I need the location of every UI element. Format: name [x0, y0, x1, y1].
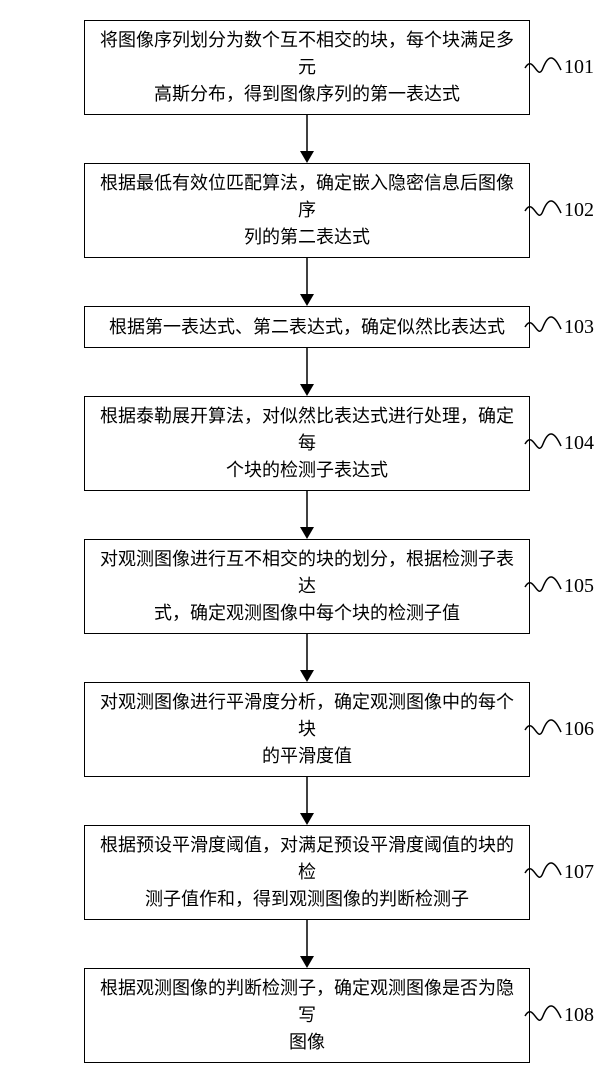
flowchart-arrow [10, 348, 604, 396]
step-number-label: 105 [564, 575, 594, 598]
step-number-label: 104 [564, 432, 594, 455]
flowchart-step-box: 对观测图像进行互不相交的块的划分，根据检测子表达式，确定观测图像中每个块的检测子… [84, 539, 530, 634]
flowchart-step-row: 将图像序列划分为数个互不相交的块，每个块满足多元高斯分布，得到图像序列的第一表达… [10, 20, 604, 115]
flowchart-arrow [10, 634, 604, 682]
step-number-label: 102 [564, 199, 594, 222]
step-number-label: 106 [564, 718, 594, 741]
flowchart-step-box: 根据泰勒展开算法，对似然比表达式进行处理，确定每个块的检测子表达式 [84, 396, 530, 491]
step-number-label: 103 [564, 316, 594, 339]
step-label-group: 103 [524, 312, 594, 342]
step-label-group: 105 [524, 572, 594, 602]
step-number-label: 108 [564, 1004, 594, 1027]
flowchart-step-box: 根据观测图像的判断检测子，确定观测图像是否为隐写图像 [84, 968, 530, 1063]
flowchart-step-box: 根据预设平滑度阈值，对满足预设平滑度阈值的块的检测子值作和，得到观测图像的判断检… [84, 825, 530, 920]
flowchart-arrow [10, 491, 604, 539]
flowchart-step-box: 对观测图像进行平滑度分析，确定观测图像中的每个块的平滑度值 [84, 682, 530, 777]
flowchart-step-box: 将图像序列划分为数个互不相交的块，每个块满足多元高斯分布，得到图像序列的第一表达… [84, 20, 530, 115]
flowchart-step-row: 对观测图像进行平滑度分析，确定观测图像中的每个块的平滑度值 106 [10, 682, 604, 777]
flowchart-arrow [10, 920, 604, 968]
step-label-group: 101 [524, 53, 594, 83]
step-label-group: 102 [524, 196, 594, 226]
flowchart-step-box: 根据第一表达式、第二表达式，确定似然比表达式 [84, 306, 530, 348]
step-label-group: 107 [524, 858, 594, 888]
flowchart-step-box: 根据最低有效位匹配算法，确定嵌入隐密信息后图像序列的第二表达式 [84, 163, 530, 258]
step-number-label: 107 [564, 861, 594, 884]
step-label-group: 108 [524, 1001, 594, 1031]
flowchart-step-row: 根据第一表达式、第二表达式，确定似然比表达式 103 [10, 306, 604, 348]
flowchart-arrow [10, 777, 604, 825]
step-label-group: 104 [524, 429, 594, 459]
flowchart-step-row: 对观测图像进行互不相交的块的划分，根据检测子表达式，确定观测图像中每个块的检测子… [10, 539, 604, 634]
flowchart-step-row: 根据泰勒展开算法，对似然比表达式进行处理，确定每个块的检测子表达式 104 [10, 396, 604, 491]
flowchart-step-row: 根据最低有效位匹配算法，确定嵌入隐密信息后图像序列的第二表达式 102 [10, 163, 604, 258]
flowchart-step-row: 根据观测图像的判断检测子，确定观测图像是否为隐写图像 108 [10, 968, 604, 1063]
flowchart-arrow [10, 258, 604, 306]
flowchart-step-row: 根据预设平滑度阈值，对满足预设平滑度阈值的块的检测子值作和，得到观测图像的判断检… [10, 825, 604, 920]
step-label-group: 106 [524, 715, 594, 745]
flowchart-arrow [10, 115, 604, 163]
step-number-label: 101 [564, 56, 594, 79]
flowchart: 将图像序列划分为数个互不相交的块，每个块满足多元高斯分布，得到图像序列的第一表达… [10, 20, 604, 1063]
